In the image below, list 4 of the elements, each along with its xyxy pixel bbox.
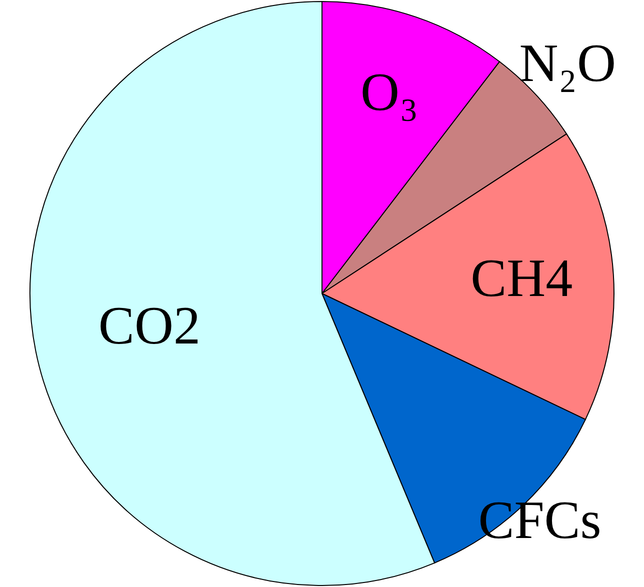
slice-label: N₂O: [519, 33, 616, 94]
slice-label: CO2: [98, 296, 200, 356]
slice-label: CH4: [470, 248, 573, 308]
slice-label: O₃: [360, 62, 418, 122]
